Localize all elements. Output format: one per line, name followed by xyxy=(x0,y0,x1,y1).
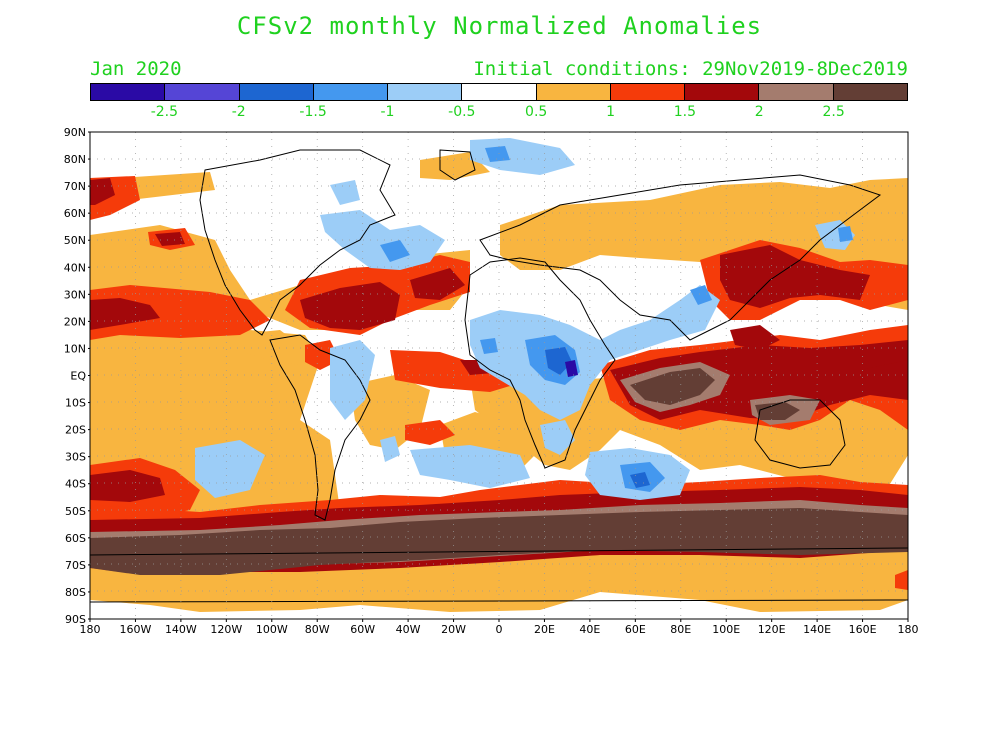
longitude-tick-label: 100W xyxy=(256,623,288,636)
longitude-tick-label: 160E xyxy=(849,623,877,636)
legend-label: -0.5 xyxy=(448,104,476,120)
latitude-tick-label: 10S xyxy=(65,397,86,410)
longitude-tick-label: 120W xyxy=(210,623,242,636)
legend-label: -2 xyxy=(231,104,246,120)
longitude-tick-label: 80E xyxy=(670,623,691,636)
legend-label: 0.5 xyxy=(525,104,548,120)
legend-swatch-7 xyxy=(536,84,611,100)
latitude-tick-label: 50N xyxy=(64,234,86,247)
anomaly-layer-below-neg2 xyxy=(565,360,578,377)
legend-swatch-5 xyxy=(388,84,463,100)
legend-swatch-4 xyxy=(313,84,389,100)
longitude-tick-label: 100E xyxy=(712,623,740,636)
latitude-axis: 90N 80N 70N 60N 50N 40N 30N 20N 10N EQ 10S 20S 30S 40… xyxy=(64,126,90,626)
longitude-tick-label: 140E xyxy=(803,623,831,636)
legend-swatch-1 xyxy=(91,84,166,100)
latitude-tick-label: 40S xyxy=(65,478,86,491)
longitude-tick-label: 140W xyxy=(165,623,197,636)
latitude-tick-label: 20S xyxy=(65,424,86,437)
legend-label: 2 xyxy=(754,104,764,120)
initial-conditions-label: Initial conditions: 29Nov2019-8Dec2019 xyxy=(473,58,908,80)
longitude-tick-label: 40E xyxy=(579,623,600,636)
latitude-tick-label: 60S xyxy=(65,532,86,545)
latitude-tick-label: 60N xyxy=(64,207,86,220)
longitude-tick-label: 60E xyxy=(625,623,646,636)
latitude-tick-label: 90S xyxy=(65,613,86,626)
latitude-tick-label: 10N xyxy=(64,342,86,355)
latitude-tick-label: 30S xyxy=(65,451,86,464)
legend-label: -2.5 xyxy=(150,104,179,120)
longitude-tick-label: 60W xyxy=(350,623,375,636)
color-legend-labels: -2.5 -2 -1.5 -1 -0.5 0.5 1 1.5 2 2.5 xyxy=(90,104,908,122)
legend-swatch-10 xyxy=(759,84,834,100)
legend-label: 1 xyxy=(606,104,615,120)
legend-label: 2.5 xyxy=(822,104,845,120)
longitude-tick-label: 20W xyxy=(441,623,466,636)
legend-label: 1.5 xyxy=(673,104,697,120)
chart-title: CFSv2 monthly Normalized Anomalies xyxy=(236,12,763,40)
latitude-tick-label: 80N xyxy=(64,153,86,166)
longitude-tick-label: 180 xyxy=(80,623,101,636)
longitude-tick-label: 180 xyxy=(898,623,919,636)
latitude-tick-label: 80S xyxy=(65,586,86,599)
longitude-tick-label: 160W xyxy=(120,623,152,636)
latitude-tick-label: 90N xyxy=(64,126,86,139)
legend-swatch-11 xyxy=(833,84,907,100)
color-legend-bar xyxy=(90,83,908,101)
anomaly-layer-above-2.5 xyxy=(90,368,908,575)
map-plot-area xyxy=(90,132,908,619)
latitude-tick-label: 70N xyxy=(64,180,86,193)
longitude-tick-label: 80W xyxy=(305,623,330,636)
longitude-tick-label: 40W xyxy=(396,623,421,636)
latitude-tick-label: EQ xyxy=(70,370,86,383)
legend-swatch-6 xyxy=(462,84,537,100)
latitude-tick-label: 70S xyxy=(65,559,86,572)
latitude-tick-label: 50S xyxy=(65,505,86,518)
latitude-tick-label: 20N xyxy=(64,315,86,328)
longitude-tick-label: 0 xyxy=(496,623,503,636)
longitude-axis: 180 160W 140W 120W 100W 80W 60W 40W 20W 0 20E 40E 60… xyxy=(80,619,919,636)
longitude-tick-label: 120E xyxy=(758,623,786,636)
latitude-tick-label: 40N xyxy=(64,261,86,274)
legend-label: -1.5 xyxy=(299,104,327,120)
longitude-tick-label: 20E xyxy=(534,623,555,636)
latitude-tick-label: 30N xyxy=(64,288,86,301)
legend-swatch-3 xyxy=(239,84,314,100)
legend-swatch-9 xyxy=(685,84,760,100)
legend-swatch-2 xyxy=(165,84,240,100)
forecast-period: Jan 2020 xyxy=(90,58,182,80)
legend-swatch-8 xyxy=(610,84,686,100)
legend-label: -1 xyxy=(380,104,395,120)
